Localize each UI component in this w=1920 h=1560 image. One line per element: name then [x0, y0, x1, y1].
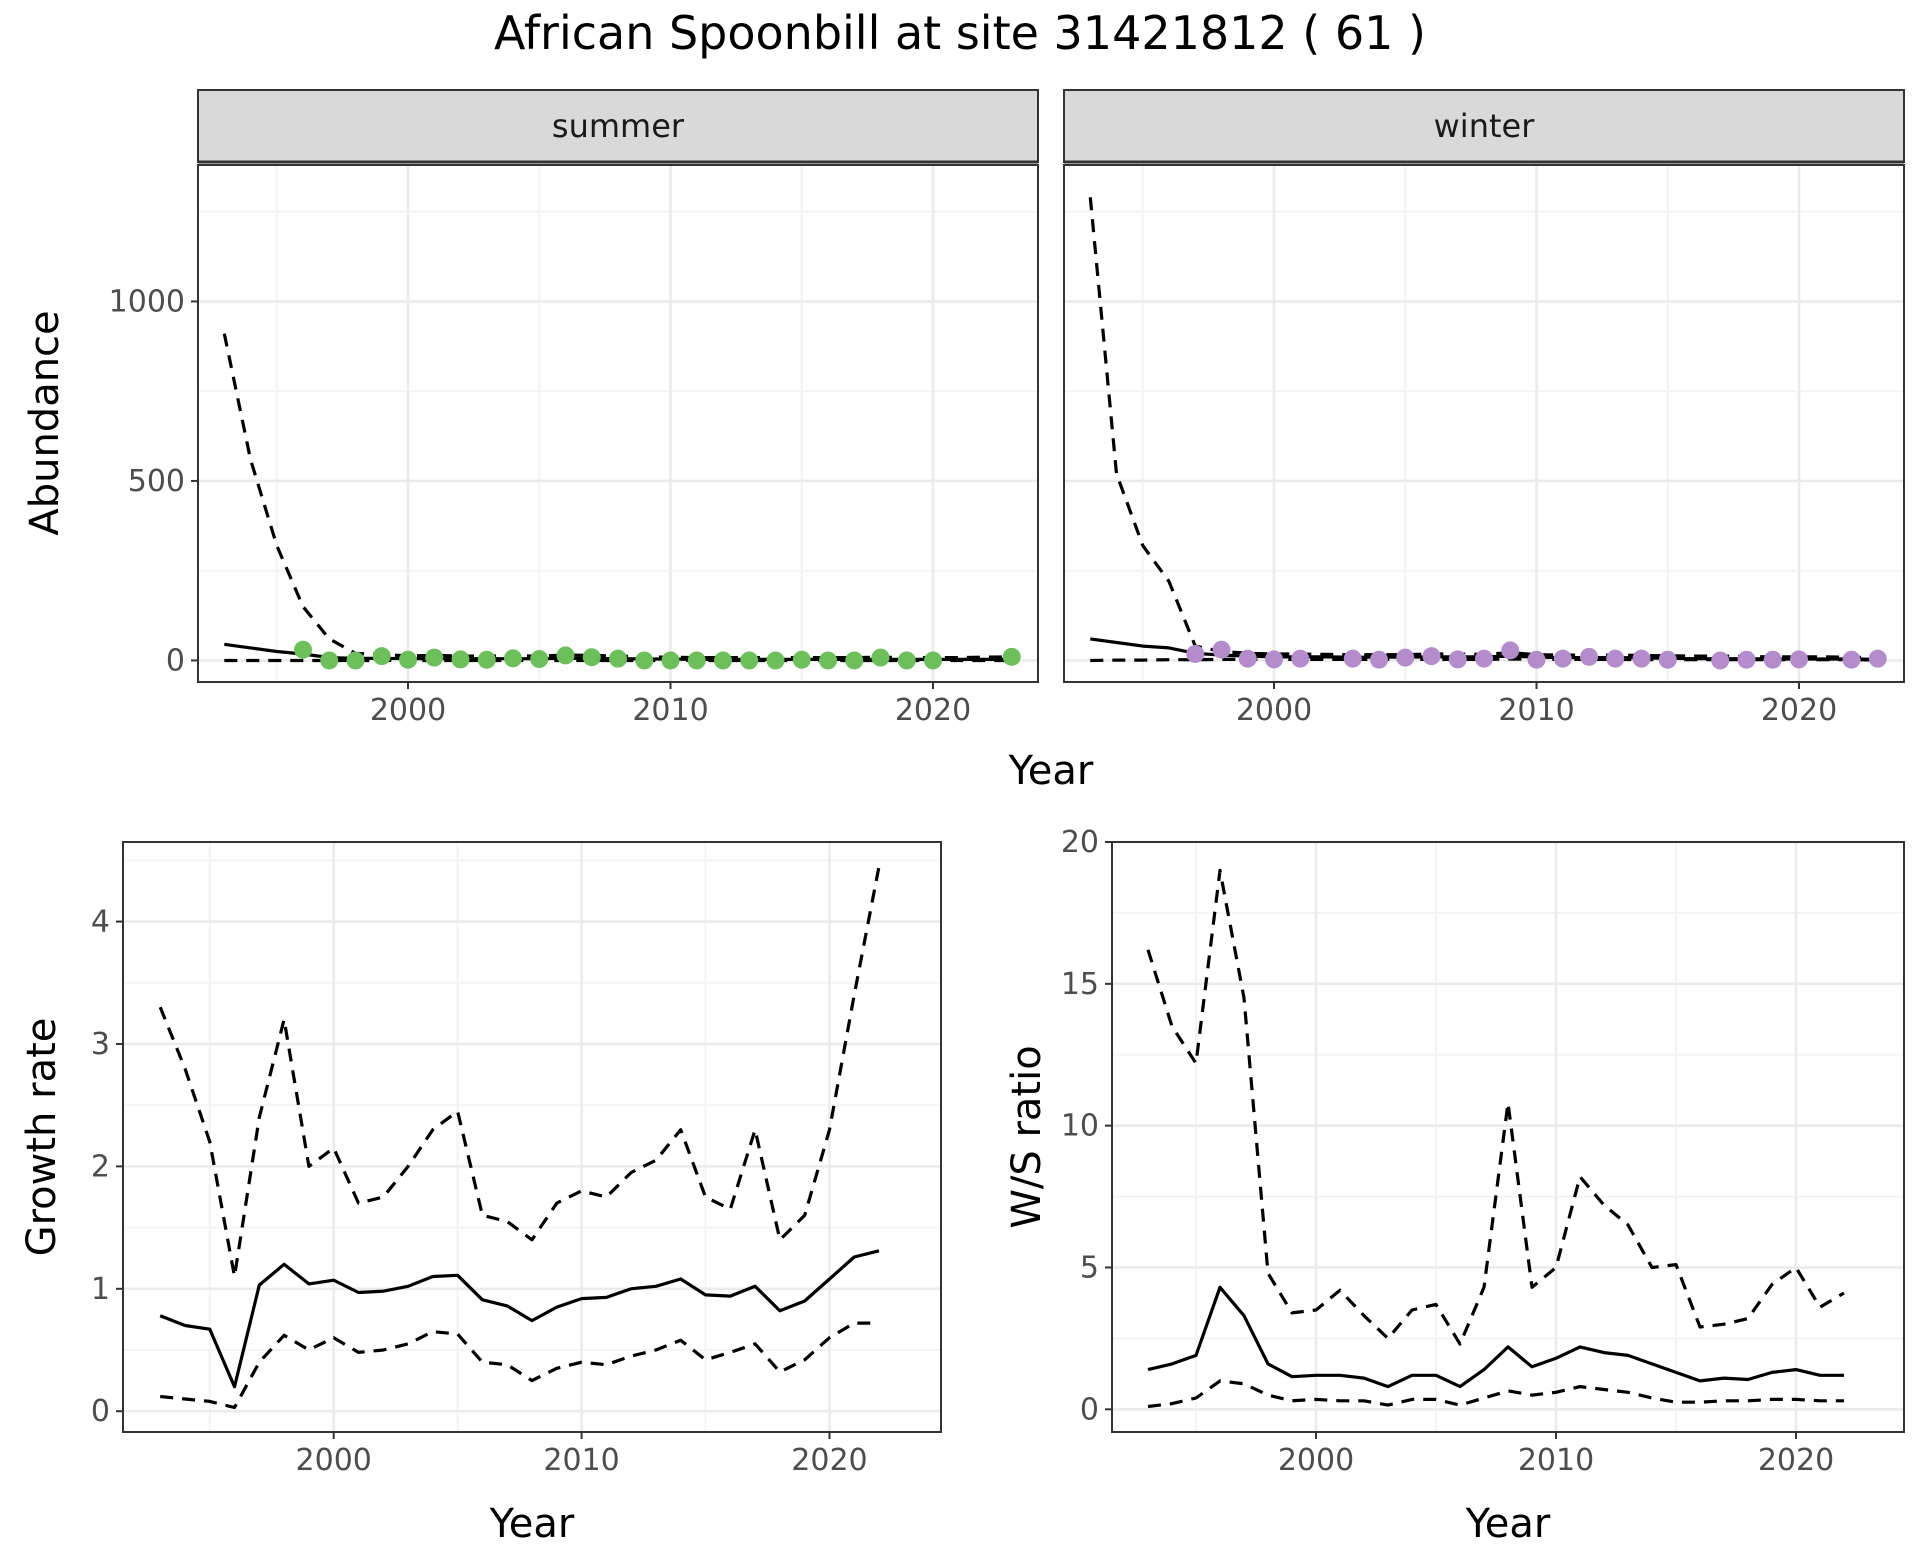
panel-border — [1111, 841, 1905, 1433]
x-axis-label-top: Year — [1008, 748, 1094, 794]
data-point-winter — [1186, 644, 1205, 663]
y-tick-label: 1000 — [109, 284, 185, 319]
x-tick-label: 2010 — [1518, 1443, 1594, 1478]
x-axis-label-1: Year — [489, 1501, 575, 1547]
x-tick-label: 2000 — [1236, 693, 1312, 728]
data-point-winter — [1448, 650, 1467, 669]
data-point-summer — [687, 651, 706, 670]
data-point-summer — [425, 648, 444, 667]
data-point-winter — [1343, 649, 1362, 668]
data-point-winter — [1868, 649, 1887, 668]
x-tick-label: 2010 — [1498, 693, 1574, 728]
data-point-summer — [346, 651, 365, 670]
y-tick-label: 0 — [1080, 1392, 1099, 1427]
y-tick-label: 5 — [1080, 1250, 1099, 1285]
x-tick-label: 2000 — [370, 693, 446, 728]
x-tick-label: 2020 — [895, 693, 971, 728]
data-point-winter — [1580, 647, 1598, 666]
data-point-winter — [1632, 649, 1651, 668]
data-point-winter — [1527, 650, 1546, 669]
data-point-winter — [1711, 651, 1730, 670]
upper-bound-line — [1088, 197, 1878, 660]
data-point-summer — [714, 651, 732, 670]
y-axis-label-1: Growth rate — [19, 1018, 65, 1257]
data-point-summer — [320, 651, 339, 670]
x-tick-label: 2020 — [791, 1443, 867, 1478]
data-point-winter — [1763, 650, 1782, 669]
y-tick-label: 500 — [128, 464, 185, 499]
mean-line — [159, 1249, 880, 1389]
data-point-summer — [924, 651, 942, 670]
mean-line — [1147, 1285, 1844, 1389]
data-point-winter — [1790, 650, 1808, 669]
y-tick-label: 1 — [91, 1272, 110, 1307]
facet-strip-summer — [197, 89, 1039, 163]
x-tick-label: 2000 — [1278, 1443, 1354, 1478]
data-point-winter — [1370, 650, 1388, 669]
facet-label-winter: winter — [1434, 107, 1536, 145]
data-point-summer — [530, 650, 549, 669]
data-point-summer — [766, 651, 785, 670]
data-point-summer — [477, 650, 496, 669]
panel-border — [122, 841, 942, 1433]
data-point-summer — [845, 651, 864, 670]
upper-line — [1146, 868, 1845, 1346]
y-tick-label: 10 — [1061, 1109, 1099, 1144]
data-point-winter — [1238, 649, 1257, 668]
x-tick-label: 2020 — [1761, 693, 1837, 728]
data-point-summer — [661, 651, 680, 670]
y-tick-label: 15 — [1061, 967, 1099, 1002]
data-point-winter — [1606, 649, 1625, 668]
data-point-summer — [792, 650, 811, 669]
data-point-summer — [1002, 647, 1021, 666]
data-point-summer — [451, 650, 470, 669]
data-point-summer — [871, 648, 890, 667]
y-axis-label-2: W/S ratio — [1004, 1045, 1050, 1228]
data-point-summer — [635, 651, 654, 670]
data-point-summer — [740, 651, 759, 670]
panel-border — [197, 164, 1039, 683]
y-tick-label: 4 — [91, 905, 110, 940]
data-point-summer — [556, 646, 575, 665]
data-point-summer — [609, 649, 627, 668]
data-point-summer — [399, 650, 417, 669]
y-tick-label: 2 — [91, 1149, 110, 1184]
x-tick-label: 2010 — [543, 1443, 619, 1478]
data-point-summer — [372, 647, 391, 666]
upper-bound-line — [222, 333, 1012, 660]
chart-title: African Spoonbill at site 31421812 ( 61 … — [494, 6, 1426, 60]
lower-line — [1147, 1379, 1844, 1409]
data-point-winter — [1212, 640, 1231, 659]
y-tick-label: 0 — [166, 643, 185, 678]
y-tick-label: 20 — [1061, 825, 1099, 860]
data-point-winter — [1658, 650, 1677, 669]
data-point-summer — [819, 651, 837, 670]
data-point-winter — [1265, 650, 1283, 669]
upper-line — [158, 866, 881, 1279]
data-point-winter — [1291, 649, 1310, 668]
y-tick-label: 3 — [91, 1027, 110, 1062]
data-point-winter — [1396, 648, 1415, 667]
data-point-winter — [1737, 650, 1756, 669]
y-axis-label-abundance: Abundance — [22, 310, 68, 535]
lower-line — [160, 1321, 879, 1410]
data-point-winter — [1422, 647, 1441, 666]
data-point-summer — [504, 649, 522, 668]
data-point-summer — [294, 640, 312, 659]
data-point-summer — [897, 651, 916, 670]
data-point-winter — [1553, 649, 1572, 668]
panel-border — [1063, 164, 1905, 683]
facet-label-summer: summer — [552, 107, 685, 145]
x-tick-label: 2020 — [1758, 1443, 1834, 1478]
x-axis-label-2: Year — [1465, 1501, 1551, 1547]
data-point-summer — [582, 648, 601, 667]
data-point-winter — [1842, 650, 1861, 669]
data-point-winter — [1501, 641, 1520, 660]
data-point-winter — [1475, 649, 1493, 668]
x-tick-label: 2000 — [296, 1443, 372, 1478]
x-tick-label: 2010 — [632, 693, 708, 728]
y-tick-label: 0 — [91, 1394, 110, 1429]
